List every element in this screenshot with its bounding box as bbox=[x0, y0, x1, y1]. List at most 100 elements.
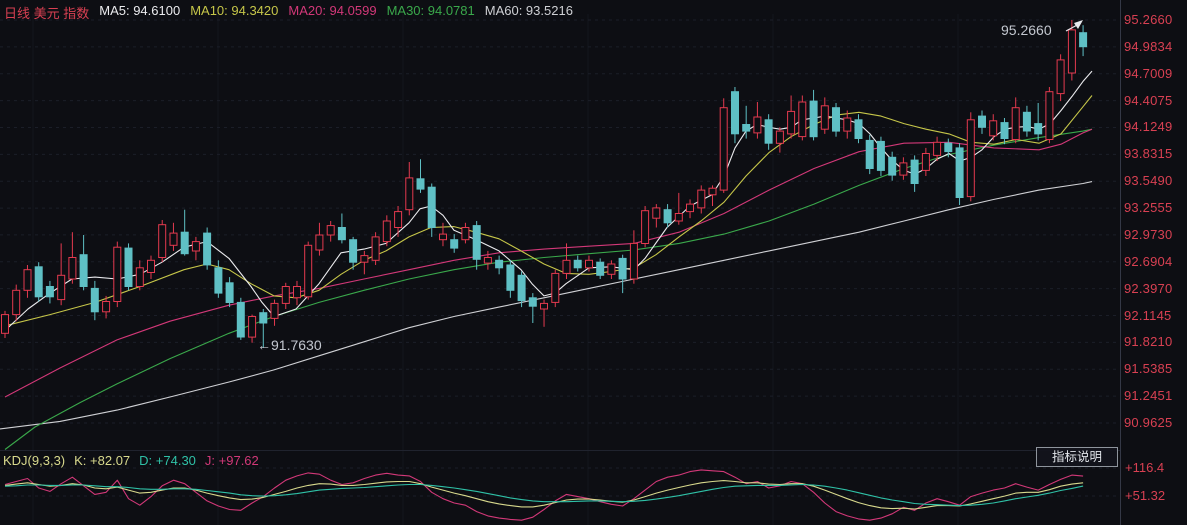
candle-body bbox=[708, 187, 717, 196]
y-axis-label: 93.2555 bbox=[1124, 200, 1173, 216]
candle-body bbox=[147, 259, 155, 273]
candle-body bbox=[416, 178, 425, 190]
y-axis-label: 94.1249 bbox=[1124, 119, 1173, 135]
candle-body bbox=[764, 119, 773, 144]
candle-body bbox=[1000, 122, 1009, 139]
candle-body bbox=[517, 274, 526, 302]
candle-body bbox=[506, 264, 515, 291]
y-axis-label: 94.4075 bbox=[1124, 92, 1173, 108]
candle-body bbox=[652, 207, 661, 219]
chart-title: 日线 美元 指数 bbox=[4, 6, 90, 21]
candle-body bbox=[933, 141, 942, 156]
candle-body bbox=[888, 156, 897, 176]
candle-body bbox=[360, 255, 369, 263]
candle-body bbox=[1079, 32, 1088, 48]
candle-body bbox=[1045, 91, 1054, 140]
candle-body bbox=[1, 314, 9, 334]
candle-body bbox=[1011, 107, 1020, 140]
ma5-legend: MA5: 94.6100 bbox=[99, 3, 181, 18]
candle-body bbox=[304, 244, 313, 298]
candle-body bbox=[68, 257, 77, 280]
candle-body bbox=[966, 119, 975, 198]
y-axis-label: 92.6904 bbox=[1124, 253, 1173, 269]
candle-body bbox=[955, 147, 964, 198]
y-axis-label: 91.5385 bbox=[1124, 361, 1173, 377]
indicator-help-button[interactable]: 指标说明 bbox=[1036, 447, 1118, 467]
y-axis-label: 95.2660 bbox=[1124, 12, 1173, 27]
candle-body bbox=[719, 107, 728, 191]
candle-body bbox=[461, 227, 470, 241]
candle-body bbox=[472, 225, 481, 260]
candle-body bbox=[191, 241, 200, 252]
candle-body bbox=[731, 91, 739, 135]
candle-body bbox=[102, 301, 111, 313]
candle-body bbox=[854, 119, 863, 140]
candle-body bbox=[921, 153, 930, 171]
candle-body bbox=[865, 139, 874, 169]
candle-body bbox=[1034, 123, 1043, 135]
candle-body bbox=[674, 213, 683, 222]
candle-body bbox=[281, 286, 290, 304]
candle-body bbox=[820, 105, 829, 130]
y-axis-label: 91.8210 bbox=[1124, 334, 1173, 350]
kdj-line-d bbox=[4, 483, 1084, 507]
ma10-legend: MA10: 94.3420 bbox=[190, 3, 279, 18]
low-price-annotation: ←91.7630 bbox=[257, 337, 322, 353]
candle-body bbox=[596, 261, 605, 276]
y-axis-label: 94.7009 bbox=[1124, 65, 1173, 81]
kdj-j-value: J: +97.62 bbox=[204, 453, 259, 468]
candle-body bbox=[697, 189, 706, 209]
y-axis-label: 93.5490 bbox=[1124, 173, 1173, 189]
candle-body bbox=[787, 110, 796, 135]
candle-body bbox=[551, 272, 560, 303]
candle-body bbox=[158, 224, 167, 258]
candle-body bbox=[843, 117, 852, 132]
candle-body bbox=[124, 247, 133, 288]
kdj-name: KDJ(9,3,3) bbox=[3, 453, 66, 468]
candle-body bbox=[180, 231, 189, 255]
candle-body bbox=[944, 142, 953, 153]
candle-body bbox=[1022, 111, 1031, 132]
y-axis-label: 92.1145 bbox=[1124, 307, 1172, 323]
vertical-gridlines bbox=[32, 14, 959, 525]
candle-body bbox=[236, 301, 245, 338]
candle-body bbox=[337, 227, 346, 241]
candle-body bbox=[495, 259, 504, 269]
candle-body bbox=[663, 209, 672, 224]
y-axis-label: 91.2451 bbox=[1124, 388, 1173, 404]
candle-body bbox=[798, 101, 807, 138]
candle-body bbox=[483, 257, 492, 264]
candle-body bbox=[90, 287, 99, 313]
candle-body bbox=[214, 267, 223, 294]
y-axis-label: 94.9834 bbox=[1124, 38, 1173, 54]
candle-body bbox=[540, 302, 548, 310]
candle-body bbox=[371, 236, 380, 261]
candle-body bbox=[562, 259, 571, 274]
annotation-arrow bbox=[1065, 20, 1083, 32]
candle-body bbox=[832, 107, 840, 132]
candle-body bbox=[641, 210, 650, 244]
candle-body bbox=[293, 286, 301, 299]
candle-body bbox=[203, 232, 212, 266]
kdj-axis-label-low: +51.32 bbox=[1125, 488, 1166, 503]
candle-body bbox=[528, 297, 537, 307]
candle-body bbox=[349, 239, 358, 263]
candle-body bbox=[427, 186, 436, 228]
candle-body bbox=[394, 211, 403, 229]
candle-body bbox=[34, 266, 43, 298]
candle-body bbox=[978, 115, 986, 128]
candle-body bbox=[169, 232, 178, 246]
candle-body bbox=[1067, 29, 1076, 74]
candle-body bbox=[1056, 59, 1065, 95]
y-axis-label: 92.3970 bbox=[1124, 280, 1173, 296]
candles bbox=[1, 20, 1088, 348]
y-axis-label: 90.9625 bbox=[1124, 415, 1173, 430]
candle-body bbox=[450, 239, 459, 249]
kdj-line-k bbox=[4, 480, 1084, 510]
candle-body bbox=[585, 259, 593, 269]
kdj-d-value: D: +74.30 bbox=[139, 453, 196, 468]
candle-body bbox=[753, 116, 762, 134]
kdj-line-j bbox=[4, 469, 1084, 521]
